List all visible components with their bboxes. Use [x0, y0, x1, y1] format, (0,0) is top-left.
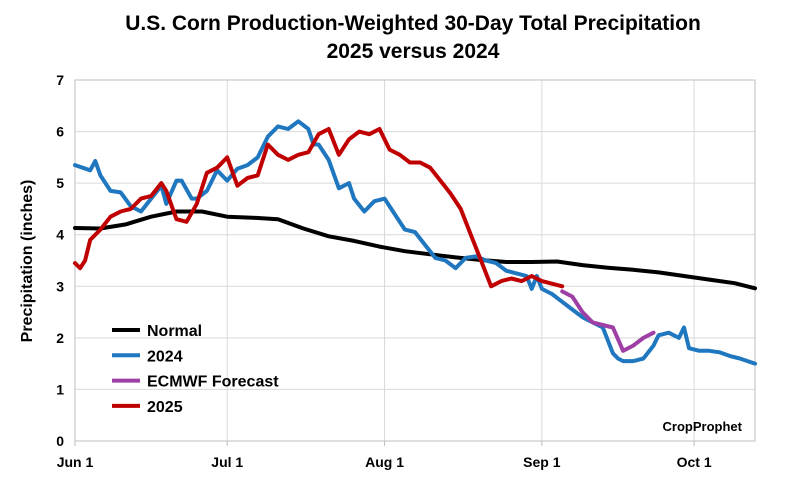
y-tick-label: 1 — [56, 381, 64, 397]
legend-label-2024: 2024 — [147, 348, 183, 365]
y-tick-label: 7 — [56, 72, 64, 88]
x-tick-label: Jun 1 — [57, 454, 94, 470]
series-line-2024 — [73, 119, 757, 366]
legend-label-2025: 2025 — [147, 399, 183, 416]
y-tick-label: 3 — [56, 278, 64, 294]
chart-title: U.S. Corn Production-Weighted 30-Day Tot… — [125, 12, 701, 35]
y-tick-label: 4 — [56, 227, 64, 243]
y-tick-label: 2 — [56, 330, 64, 346]
y-axis-label: Precipitation (inches) — [19, 180, 36, 343]
x-tick-label: Oct 1 — [677, 454, 712, 470]
credit-label: CropProphet — [663, 419, 743, 434]
series-line-ecmwf-forecast — [560, 289, 656, 353]
x-tick-label: Sep 1 — [523, 454, 561, 470]
legend-label-normal: Normal — [147, 323, 202, 340]
x-tick-label: Aug 1 — [365, 454, 404, 470]
y-tick-label: 0 — [56, 433, 64, 449]
x-tick-label: Jul 1 — [211, 454, 243, 470]
series-line-2025 — [73, 127, 565, 289]
legend-label-ecmwf-forecast: ECMWF Forecast — [147, 374, 279, 391]
series-line-normal — [73, 209, 757, 291]
legend: Normal 2024 ECMWF Forecast 2025 — [112, 323, 279, 416]
x-ticks: Jun 1 Jul 1 Aug 1 Sep 1 Oct 1 — [57, 441, 712, 470]
y-tick-label: 5 — [56, 175, 64, 191]
y-tick-label: 6 — [56, 124, 64, 140]
chart-subtitle: 2025 versus 2024 — [327, 40, 500, 63]
y-ticks: 0 1 2 3 4 5 6 7 — [56, 72, 64, 449]
series-lines — [73, 119, 757, 366]
